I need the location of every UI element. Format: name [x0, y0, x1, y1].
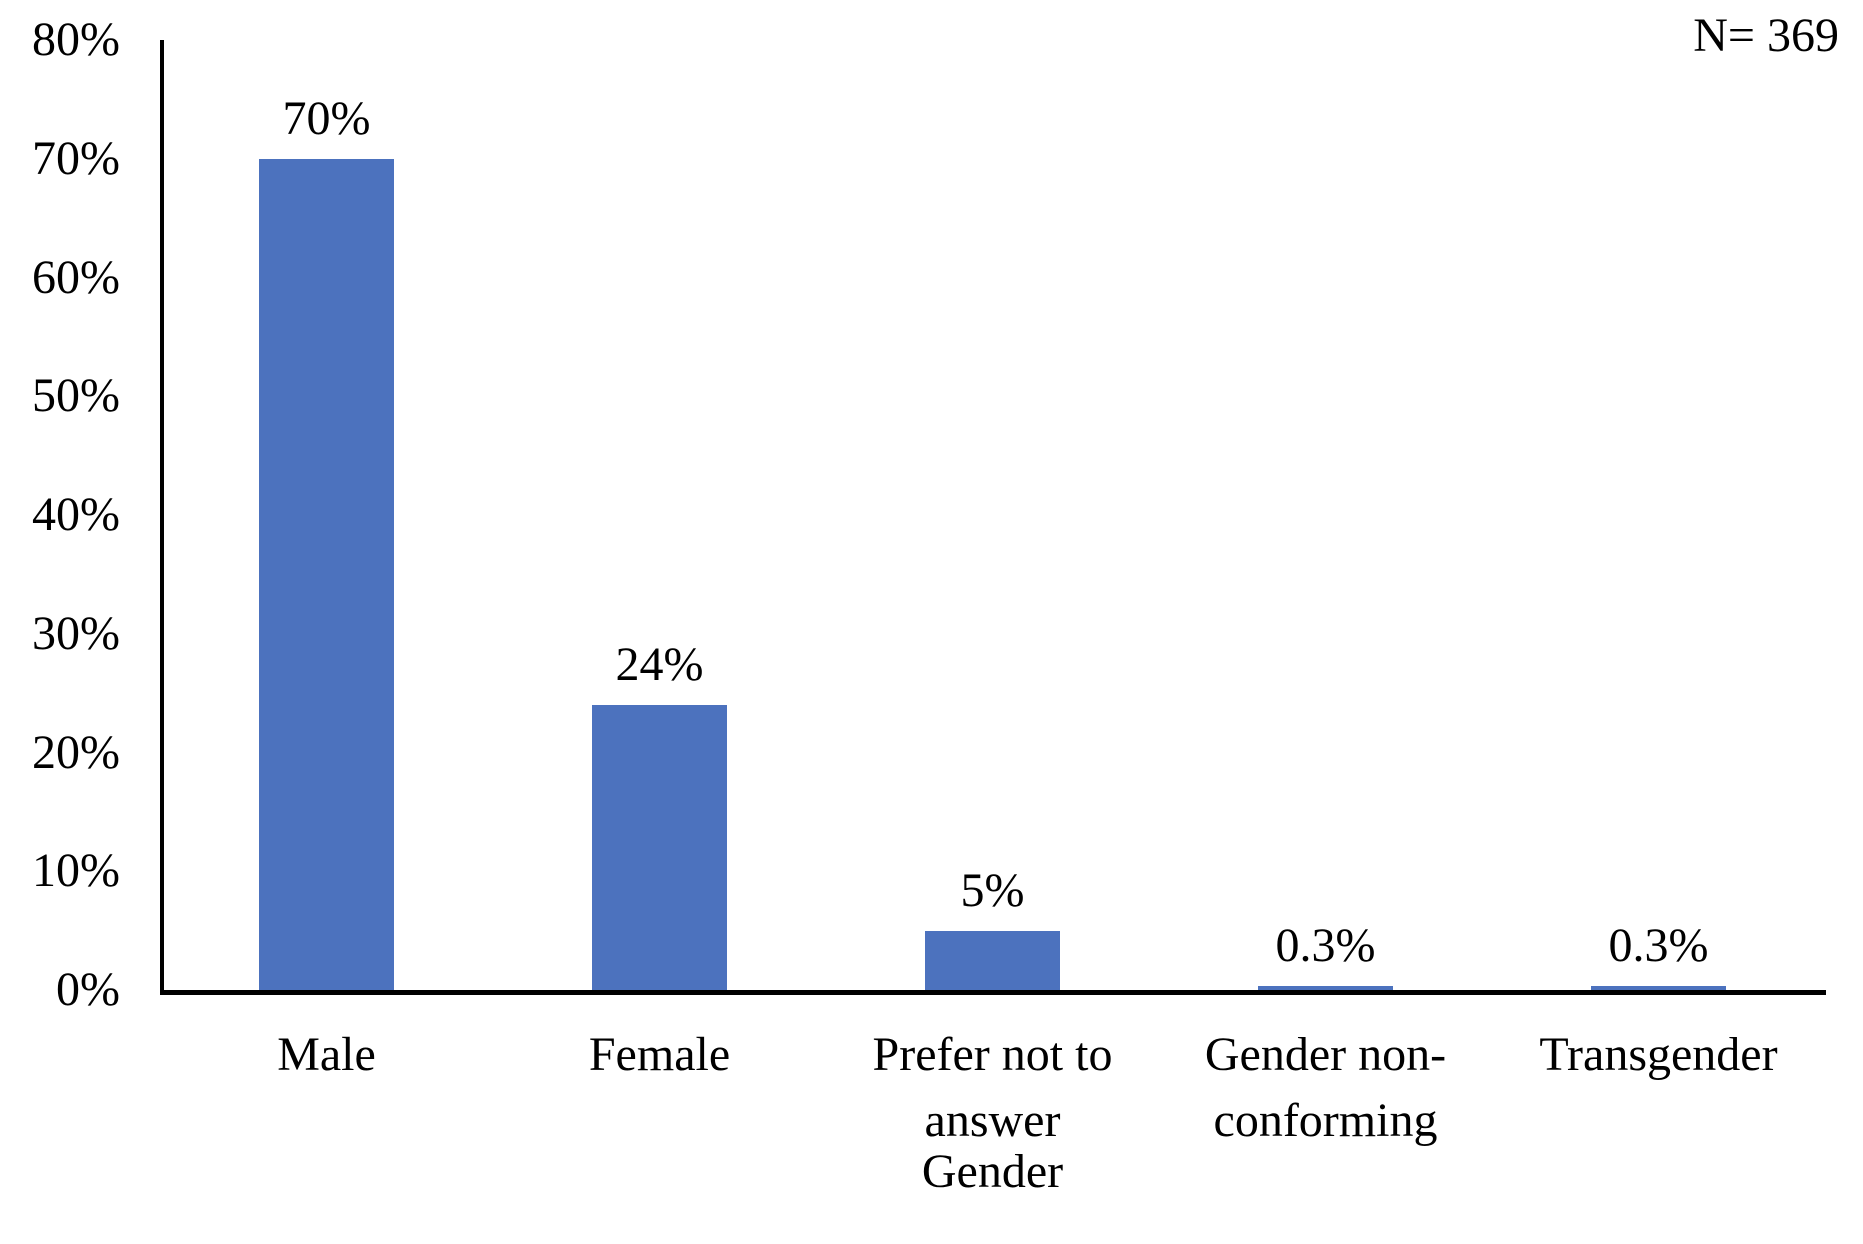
x-axis-title: Gender: [921, 1145, 1064, 1198]
bar-female: [592, 705, 727, 990]
value-label-male: 70%: [282, 91, 371, 145]
bar-transgender: [1591, 986, 1726, 990]
x-category-label-gender-non-conforming: Gender non-conforming: [1204, 1028, 1447, 1148]
x-axis-line: [160, 990, 1826, 995]
value-label-prefer-not-to-answer: 5%: [960, 863, 1025, 917]
value-label-transgender: 0.3%: [1608, 919, 1709, 973]
x-axis-labels: Male Female Prefer not to answer Gender non…: [160, 1022, 1825, 1162]
y-tick-label-0: 0%: [56, 963, 120, 1016]
y-tick-label-50: 50%: [32, 369, 120, 423]
y-axis-line: [160, 40, 164, 995]
y-axis-labels: 0% 10% 20% 30% 40% 50% 60% 70% 80%: [0, 16, 120, 1014]
y-tick-label-80: 80%: [32, 13, 120, 66]
x-category-label-transgender: Transgender: [1539, 1028, 1778, 1081]
y-tick-label-40: 40%: [32, 488, 120, 541]
y-tick-label-30: 30%: [32, 606, 120, 660]
y-tick-label-10: 10%: [32, 844, 120, 898]
bar-gender-non-conforming: [1258, 986, 1393, 990]
y-tick-label-60: 60%: [32, 250, 120, 304]
y-tick-label-70: 70%: [32, 131, 120, 185]
y-tick-label-20: 20%: [32, 725, 120, 779]
plot-area: 70% 24% 5% 0.3% 0.3%: [160, 40, 1825, 990]
bar-male: [259, 158, 394, 990]
sample-size-label: N= 369: [1693, 9, 1839, 62]
value-label-female: 24%: [615, 638, 704, 691]
x-category-label-prefer-not-to-answer: Prefer not to answer: [872, 1028, 1113, 1148]
bar-prefer-not-to-answer: [925, 930, 1060, 990]
x-category-label-male: Male: [277, 1028, 376, 1081]
x-category-label-female: Female: [588, 1028, 731, 1081]
value-label-gender-non-conforming: 0.3%: [1275, 919, 1376, 973]
